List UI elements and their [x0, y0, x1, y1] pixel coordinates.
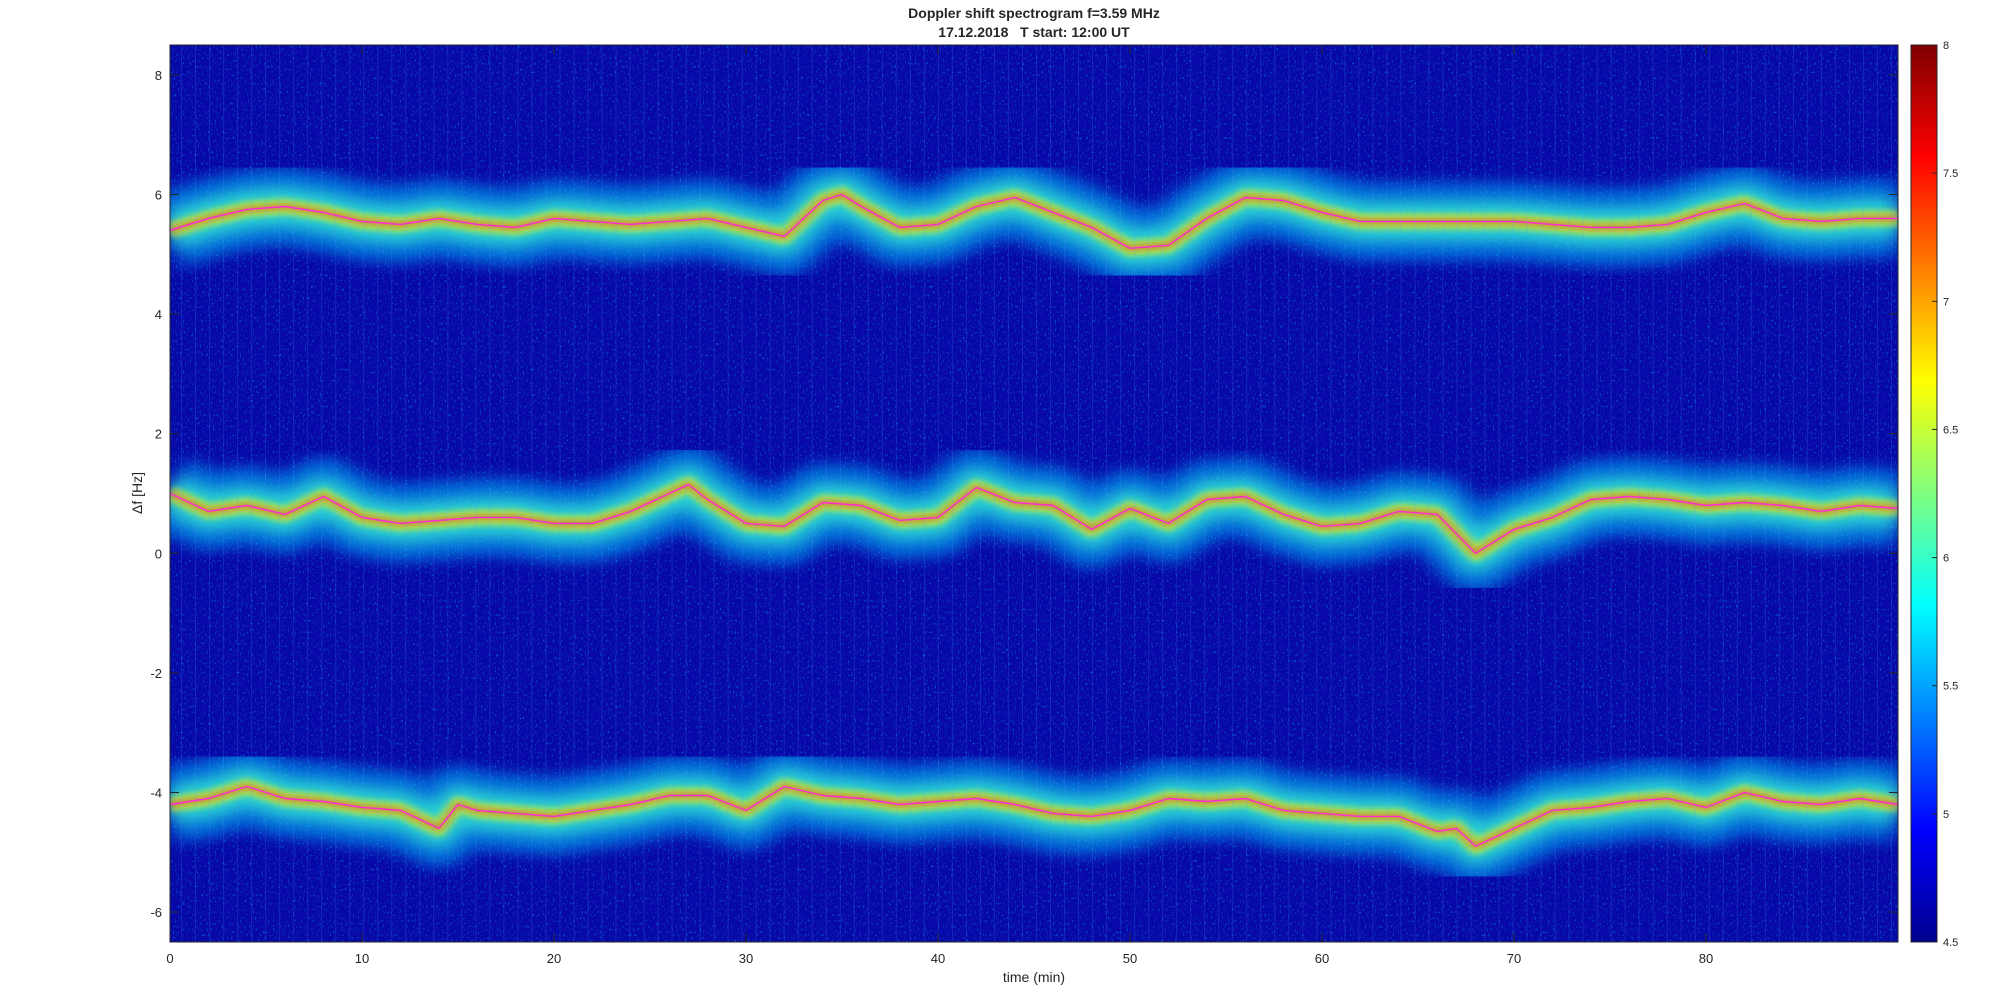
plot-frame — [169, 44, 1899, 943]
y-tick-label: 6 — [155, 188, 162, 203]
colorbar-tick-label: 6 — [1943, 553, 1949, 565]
y-axis: -6 -4 -2 0 2 4 6 8 — [150, 68, 1898, 920]
doppler-trace-line — [170, 483, 1898, 554]
colorbar-gradient — [1910, 44, 1938, 943]
x-tick-label: 20 — [547, 951, 561, 966]
x-tick-label: 10 — [355, 951, 369, 966]
chart-title: Doppler shift spectrogram f=3.59 MHz — [908, 5, 1160, 21]
x-axis-label: time (min) — [1003, 969, 1065, 985]
y-tick-label: -6 — [150, 905, 162, 920]
y-tick-label: 8 — [155, 68, 162, 83]
x-tick-label: 40 — [931, 951, 945, 966]
y-tick-label: 0 — [155, 546, 162, 561]
y-tick-label: -2 — [150, 666, 162, 681]
doppler-trace-line — [170, 193, 1898, 250]
x-tick-label: 50 — [1123, 951, 1137, 966]
colorbar-tick-label: 7.5 — [1943, 168, 1958, 180]
x-tick-label: 70 — [1507, 951, 1521, 966]
plot-area — [170, 45, 1898, 942]
colorbar: 4.5 5 5.5 6 6.5 7 7.5 8 — [1910, 40, 1958, 949]
colorbar-tick-label: 5 — [1943, 809, 1949, 821]
chart-subtitle: 17.12.2018 T start: 12:00 UT — [938, 24, 1130, 40]
colorbar-tick-label: 8 — [1943, 40, 1949, 52]
y-tick-label: 4 — [155, 307, 162, 322]
colorbar-tick-label: 5.5 — [1943, 681, 1958, 693]
x-tick-label: 60 — [1315, 951, 1329, 966]
colorbar-tick-label: 4.5 — [1943, 937, 1958, 949]
x-axis: 0 10 20 30 40 50 60 70 80 — [166, 45, 1713, 966]
x-tick-label: 0 — [166, 951, 173, 966]
x-tick-label: 30 — [739, 951, 753, 966]
colorbar-tick-label: 7 — [1943, 296, 1949, 308]
colorbar-tick-label: 6.5 — [1943, 424, 1958, 436]
y-axis-label: Δf [Hz] — [129, 472, 145, 514]
y-tick-label: 2 — [155, 427, 162, 442]
x-tick-label: 80 — [1699, 951, 1713, 966]
doppler-trace-line — [170, 785, 1898, 847]
y-tick-label: -4 — [150, 786, 162, 801]
